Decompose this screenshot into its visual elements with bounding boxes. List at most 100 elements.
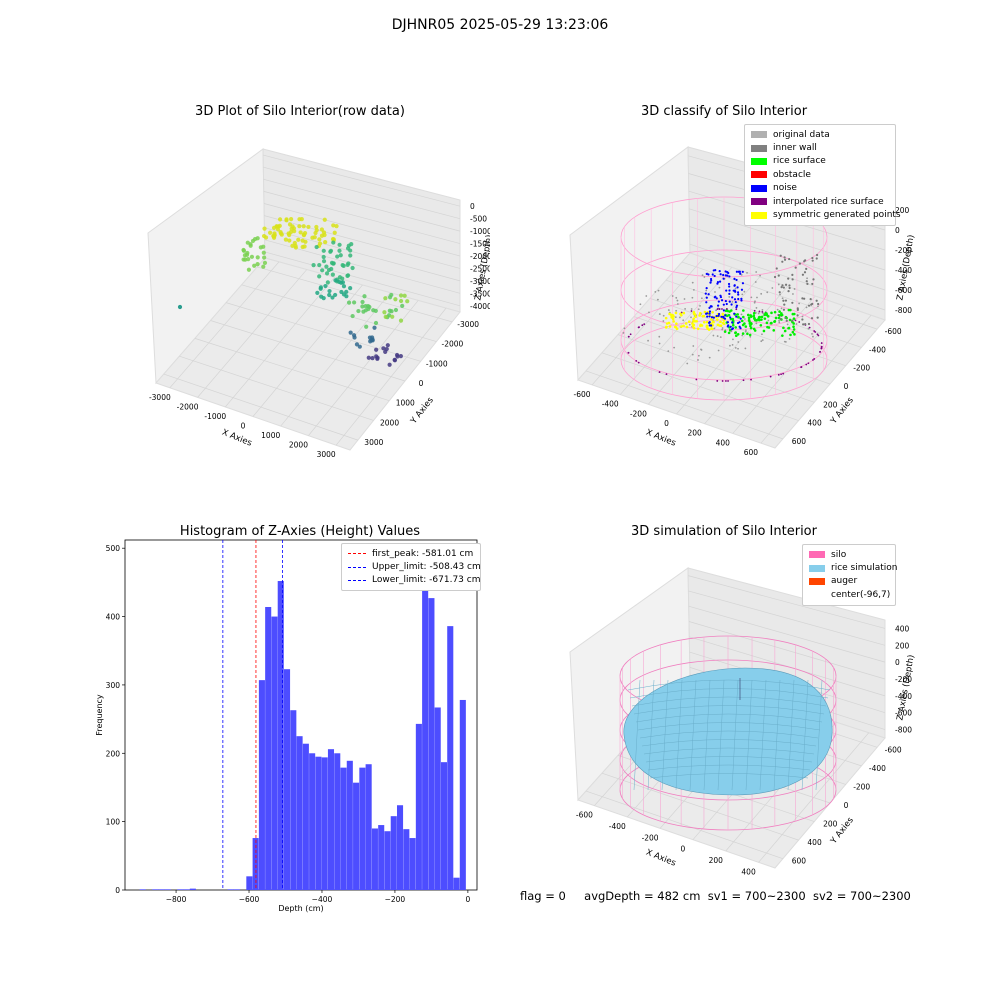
z-tick-label: -400 [895, 692, 912, 701]
histogram-bar [359, 767, 366, 890]
data-point [750, 378, 752, 381]
histogram-bar [422, 559, 429, 890]
data-point [255, 255, 260, 260]
data-point [715, 309, 718, 312]
data-point [348, 330, 353, 335]
data-point [398, 298, 404, 304]
data-point [698, 314, 701, 317]
data-point [809, 298, 812, 301]
data-point [708, 356, 711, 359]
data-point [289, 226, 294, 231]
x-axis-label: X Axies [644, 428, 677, 449]
data-point [742, 315, 745, 319]
data-point [675, 322, 678, 325]
data-point [658, 335, 661, 338]
data-point [319, 227, 325, 232]
data-point [781, 297, 784, 300]
data-point [788, 257, 791, 261]
data-point [707, 328, 711, 331]
data-point [348, 248, 353, 253]
y-tick-label: 1000 [396, 399, 415, 408]
data-point [767, 319, 770, 322]
data-point [327, 288, 332, 294]
y-tick-label: -400 [869, 764, 886, 773]
data-point [736, 286, 739, 289]
data-point [791, 273, 794, 276]
data-point [803, 297, 806, 300]
data-point [780, 285, 783, 289]
data-point [779, 318, 782, 321]
data-point [812, 278, 815, 281]
data-point [705, 320, 709, 324]
data-point [789, 333, 792, 337]
surface-mesh-line [745, 679, 753, 791]
data-point [743, 318, 746, 320]
legend-label: interpolated rice surface [773, 196, 884, 207]
data-point [676, 299, 679, 302]
data-point [734, 331, 737, 335]
data-point [736, 332, 740, 336]
histogram-bar [233, 889, 240, 890]
data-point [816, 316, 819, 319]
data-point [348, 253, 353, 258]
data-point [811, 259, 814, 262]
histogram-bar [447, 626, 454, 890]
data-point [348, 286, 353, 291]
data-point [679, 312, 682, 316]
data-point [381, 346, 386, 351]
data-point [720, 315, 723, 318]
data-point [296, 237, 301, 242]
data-point [648, 311, 650, 314]
data-point [321, 296, 326, 301]
data-point [801, 318, 804, 321]
surface-mesh-line [645, 756, 813, 763]
legend-swatch [751, 184, 767, 192]
data-point [736, 321, 740, 325]
data-point [274, 224, 279, 229]
data-point [367, 304, 372, 310]
data-point [728, 285, 731, 288]
data-point [315, 290, 320, 295]
data-point [760, 292, 763, 295]
data-point [637, 361, 640, 364]
data-point [746, 332, 749, 336]
data-point [703, 310, 707, 314]
data-point [383, 314, 388, 319]
legend-entry: Lower_limit: -671.73 cm [348, 574, 480, 587]
data-point [749, 326, 753, 330]
data-point [332, 230, 337, 235]
data-point [806, 277, 808, 280]
histogram-bar [340, 767, 347, 890]
data-point [682, 319, 685, 322]
data-point [732, 338, 734, 341]
data-point [387, 308, 392, 313]
data-point [728, 292, 731, 295]
data-point [684, 322, 688, 325]
data-point [727, 380, 729, 382]
data-point [746, 313, 750, 317]
data-point [734, 334, 738, 337]
data-point [704, 292, 707, 295]
data-point [301, 224, 306, 229]
data-point [780, 312, 783, 315]
legend-label: inner wall [773, 143, 817, 154]
data-point [674, 311, 678, 315]
data-point [773, 320, 777, 323]
data-point [398, 318, 404, 323]
data-point [760, 315, 764, 319]
data-point [760, 340, 763, 343]
data-point [692, 317, 696, 320]
data-point [300, 238, 305, 243]
data-point [352, 335, 357, 340]
y-tick-label: 0 [115, 886, 120, 895]
data-point [705, 325, 709, 328]
data-point [718, 280, 722, 283]
data-point [733, 277, 736, 280]
data-point [791, 330, 795, 334]
surface-mesh-line [731, 679, 739, 791]
legend-swatch [751, 211, 767, 219]
data-point [734, 326, 738, 329]
data-point [778, 321, 781, 324]
data-point [668, 312, 671, 316]
data-point [731, 300, 734, 303]
